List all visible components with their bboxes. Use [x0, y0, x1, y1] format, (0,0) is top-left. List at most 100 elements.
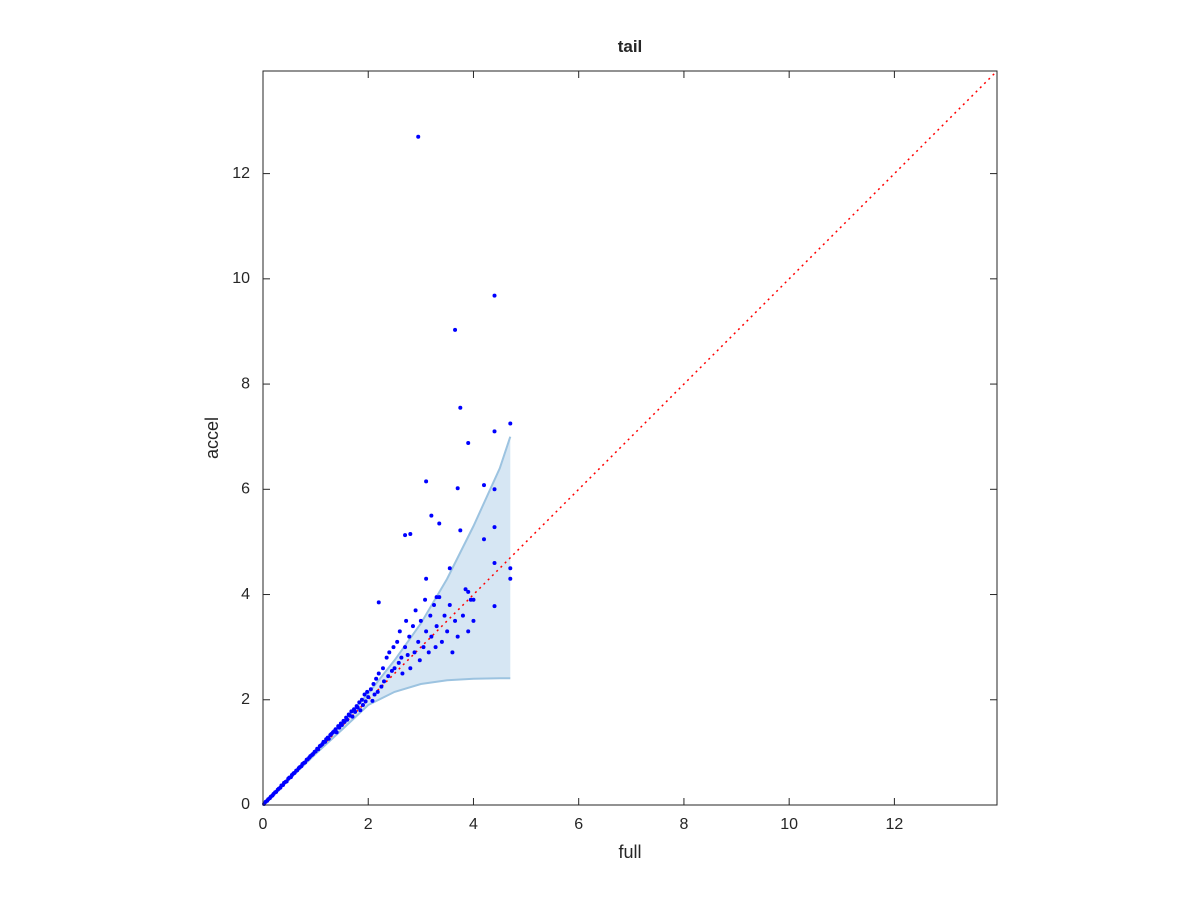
point	[466, 589, 471, 594]
point	[333, 727, 338, 732]
point	[433, 645, 438, 650]
point	[391, 645, 396, 650]
point	[492, 293, 497, 298]
point	[471, 597, 476, 602]
point	[380, 666, 385, 671]
point	[421, 645, 426, 650]
axes-box	[262, 70, 998, 806]
point	[426, 650, 431, 655]
point	[466, 440, 471, 445]
point	[404, 618, 409, 623]
point	[412, 650, 417, 655]
point	[405, 653, 410, 658]
point	[447, 566, 452, 571]
point	[424, 479, 429, 484]
point	[434, 624, 439, 629]
point	[386, 674, 391, 679]
point	[445, 629, 450, 634]
point	[434, 595, 439, 600]
point	[399, 655, 404, 660]
point	[371, 681, 376, 686]
point	[379, 684, 384, 689]
point	[350, 714, 355, 719]
y-tick-label: 4	[241, 586, 250, 603]
y-tick-label: 6	[241, 481, 250, 498]
point	[424, 576, 429, 581]
point	[442, 613, 447, 618]
point	[417, 658, 422, 663]
point	[389, 668, 394, 673]
point	[423, 597, 428, 602]
point	[492, 604, 497, 609]
point	[439, 639, 444, 644]
point	[447, 603, 452, 608]
point	[382, 679, 387, 684]
point	[357, 700, 362, 705]
point	[326, 736, 331, 741]
y-tick-label: 10	[232, 270, 250, 287]
x-tick-label: 8	[679, 816, 688, 833]
point	[372, 692, 377, 697]
point	[481, 537, 486, 542]
point	[410, 624, 415, 629]
point	[366, 695, 371, 700]
point	[428, 613, 433, 618]
point	[508, 421, 513, 426]
point	[508, 576, 513, 581]
point	[403, 533, 408, 538]
x-axis-label: full	[618, 842, 641, 862]
point	[362, 692, 367, 697]
point	[416, 134, 421, 139]
point	[365, 689, 370, 694]
point	[397, 629, 402, 634]
point	[492, 525, 497, 530]
point	[437, 521, 442, 526]
point	[455, 486, 460, 491]
x-tick-label: 0	[259, 816, 268, 833]
x-tick-label: 10	[780, 816, 798, 833]
point	[339, 723, 344, 728]
point	[407, 634, 412, 639]
point	[460, 613, 465, 618]
point	[450, 650, 455, 655]
point	[455, 634, 460, 639]
point	[375, 689, 380, 694]
point	[400, 671, 405, 676]
x-tick-label: 12	[885, 816, 903, 833]
point	[408, 532, 413, 537]
point	[492, 560, 497, 565]
point	[429, 634, 434, 639]
point	[368, 687, 373, 692]
point	[355, 705, 360, 710]
point	[363, 699, 368, 704]
band-area	[263, 436, 511, 805]
point	[395, 639, 400, 644]
point	[392, 666, 397, 671]
y-tick-label: 12	[232, 165, 250, 182]
point	[471, 618, 476, 623]
point	[359, 697, 364, 702]
y-tick-label: 2	[241, 691, 250, 708]
point	[458, 528, 463, 533]
point	[360, 703, 365, 708]
point	[418, 618, 423, 623]
x-tick-label: 6	[574, 816, 583, 833]
point	[396, 660, 401, 665]
point	[492, 429, 497, 434]
point	[337, 725, 342, 730]
point	[376, 671, 381, 676]
point	[358, 708, 363, 713]
point	[453, 327, 458, 332]
point	[453, 618, 458, 623]
point	[370, 698, 375, 703]
point	[384, 655, 389, 660]
point	[458, 405, 463, 410]
y-tick-label: 8	[241, 375, 250, 392]
x-tick-label: 2	[364, 816, 373, 833]
point	[403, 645, 408, 650]
point	[416, 639, 421, 644]
point	[429, 513, 434, 518]
